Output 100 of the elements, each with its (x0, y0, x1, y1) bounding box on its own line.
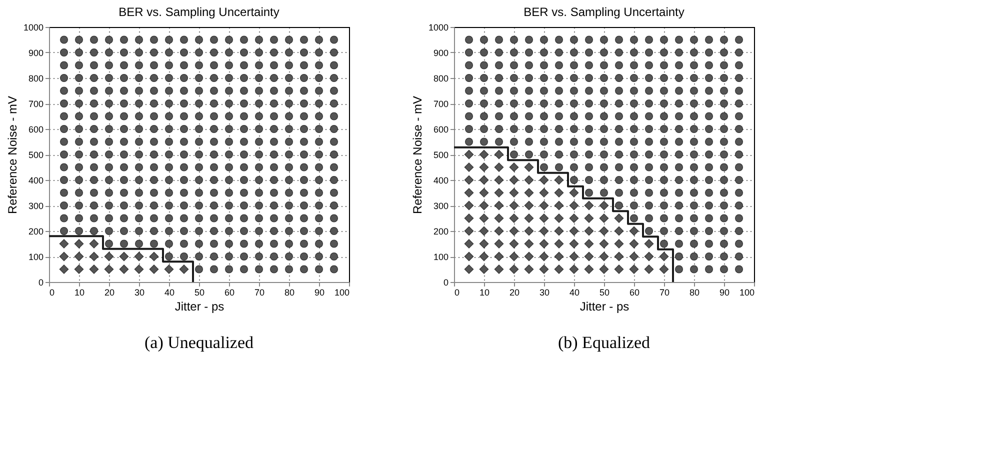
point (674, 202, 684, 210)
point (330, 163, 338, 172)
point (524, 226, 534, 236)
point (614, 264, 624, 274)
point (734, 74, 744, 82)
point (524, 264, 534, 274)
point (119, 252, 129, 262)
point (74, 252, 84, 262)
point (674, 240, 684, 248)
point (74, 100, 84, 108)
y-tick-label: 900 (433, 48, 448, 58)
point (644, 188, 654, 197)
point (720, 74, 728, 82)
point (720, 176, 728, 184)
point (254, 240, 264, 248)
point (614, 252, 624, 262)
point (194, 265, 204, 274)
point (720, 125, 728, 133)
point (510, 36, 518, 44)
point (660, 86, 668, 95)
point (74, 61, 84, 70)
point (224, 138, 234, 146)
point (270, 252, 278, 260)
point (584, 138, 594, 146)
point (210, 163, 218, 172)
point (314, 202, 324, 210)
point (270, 163, 278, 172)
point (539, 200, 549, 210)
point (120, 112, 128, 120)
point (330, 252, 338, 260)
point (284, 48, 294, 56)
point (464, 86, 474, 95)
point (270, 188, 278, 197)
point (539, 175, 549, 185)
point (629, 252, 639, 262)
point (704, 176, 714, 184)
line-series (48, 235, 194, 283)
point (524, 100, 534, 108)
point (554, 100, 564, 108)
text: (a) Unequalized (144, 333, 254, 352)
point (464, 112, 474, 120)
point (60, 61, 68, 70)
point (629, 239, 639, 248)
point (74, 125, 84, 133)
point (180, 100, 188, 108)
point (540, 100, 548, 108)
point (150, 86, 158, 95)
point (180, 188, 188, 197)
point (644, 138, 654, 146)
point (524, 86, 534, 95)
point (330, 36, 338, 44)
point (194, 100, 204, 108)
point (674, 112, 684, 120)
point (210, 240, 218, 248)
x-tick-label: 80 (689, 288, 700, 298)
point (630, 112, 638, 120)
point (120, 86, 128, 95)
point (120, 202, 128, 210)
point (480, 36, 488, 44)
point (270, 214, 278, 222)
point (240, 188, 248, 197)
x-tick-label: 60 (224, 288, 235, 298)
point (284, 74, 294, 82)
point (600, 36, 608, 44)
point (510, 112, 518, 120)
point (150, 240, 158, 248)
point (644, 264, 654, 274)
point (120, 214, 128, 222)
y-tick-label: 500 (433, 150, 448, 160)
x-axis-title: Jitter - ps (174, 300, 224, 314)
point (104, 227, 114, 235)
point (479, 239, 489, 248)
point (330, 100, 338, 108)
point (674, 252, 684, 260)
point (254, 163, 264, 172)
point (569, 200, 579, 210)
point (180, 61, 188, 70)
point (90, 100, 98, 108)
point (104, 86, 114, 95)
point (554, 125, 564, 133)
point (644, 36, 654, 44)
point (630, 86, 638, 95)
point (539, 252, 549, 262)
point (494, 48, 504, 56)
point (330, 112, 338, 120)
point (734, 214, 744, 222)
point (180, 214, 188, 222)
point (74, 86, 84, 95)
point (314, 100, 324, 108)
point (690, 188, 698, 197)
point (539, 264, 549, 274)
point (540, 74, 548, 82)
point (704, 125, 714, 133)
x-tick-label: 70 (254, 288, 265, 298)
point (270, 176, 278, 184)
point (674, 265, 684, 274)
point (720, 240, 728, 248)
point (569, 226, 579, 236)
point (494, 175, 504, 185)
point (614, 163, 624, 172)
